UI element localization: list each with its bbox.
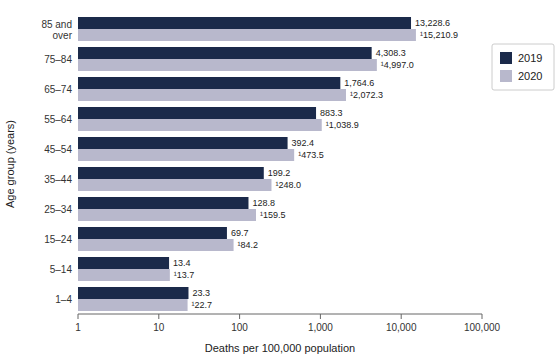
- y-tick-label: 45–54: [44, 144, 72, 155]
- x-tick: [239, 314, 240, 319]
- y-tick-label: 75–84: [44, 54, 72, 65]
- y-tick-label-line: 85 and: [41, 18, 72, 29]
- data-label: ¹248.0: [275, 180, 301, 190]
- data-label: 883.3: [320, 108, 343, 118]
- legend: 2019 2020: [492, 44, 554, 90]
- y-tick-label-line: 55–64: [44, 114, 72, 125]
- bar: [78, 17, 411, 29]
- y-axis: 1–4 5–14 15–24 25–34 35–44 45–54 55–64 65–74 75–…: [41, 18, 72, 305]
- y-tick-label: 65–74: [44, 84, 72, 95]
- data-label: 392.4: [292, 138, 315, 148]
- data-label: 23.3: [192, 288, 210, 298]
- bar: [78, 287, 188, 299]
- data-label: ¹22.7: [192, 300, 213, 310]
- data-label: ¹13.7: [174, 270, 195, 280]
- y-tick-label-line: 15–24: [44, 234, 72, 245]
- data-label: ¹2,072.3: [350, 90, 383, 100]
- x-axis-line: [78, 314, 482, 315]
- y-tick-label-line: 45–54: [44, 144, 72, 155]
- x-tick-label: 100: [231, 322, 248, 333]
- x-tick-label: 100,000: [464, 322, 501, 333]
- y-axis-label: Age group (years): [4, 120, 16, 208]
- bar: [78, 299, 188, 311]
- data-labels: 23.3 13.4 69.7 128.8 199.2 392.4 883.3 1,764.6 4…: [173, 18, 458, 310]
- x-tick-label: 1: [75, 322, 81, 333]
- data-label: 13.4: [173, 258, 191, 268]
- bar: [78, 167, 264, 179]
- bar: [78, 227, 227, 239]
- bar: [78, 137, 288, 149]
- y-tick-label-line: 75–84: [44, 54, 72, 65]
- data-label: 13,228.6: [415, 18, 450, 28]
- bar: [78, 119, 322, 131]
- bar: [78, 47, 372, 59]
- data-label: 128.8: [252, 198, 275, 208]
- bar: [78, 179, 271, 191]
- data-label: ¹1,038.9: [326, 120, 359, 130]
- x-axis: 1 10 100 1,000 10,000 100,000: [75, 314, 500, 333]
- x-tick-label: 1,000: [308, 322, 333, 333]
- x-tick: [401, 314, 402, 319]
- bars: [78, 17, 416, 311]
- data-label: 4,308.3: [376, 48, 406, 58]
- bar: [78, 257, 169, 269]
- x-tick: [482, 314, 483, 319]
- bar: [78, 149, 294, 161]
- bar: [78, 77, 340, 89]
- x-tick: [158, 314, 159, 319]
- legend-label: 2020: [518, 70, 542, 82]
- y-tick-label-line: 1–4: [55, 294, 72, 305]
- bar: [78, 89, 346, 101]
- y-tick-label: 85 andover: [41, 18, 72, 40]
- data-label: 69.7: [231, 228, 249, 238]
- page: {"chart_data": { "type": "bar", "orienta…: [0, 0, 560, 360]
- bar: [78, 29, 416, 41]
- data-label: ¹15,210.9: [420, 30, 458, 40]
- y-tick-label-line: over: [53, 29, 73, 40]
- legend-swatch: [500, 70, 512, 82]
- legend-box: [492, 44, 554, 90]
- bar: [78, 209, 256, 221]
- data-label: 1,764.6: [344, 78, 374, 88]
- x-tick: [320, 314, 321, 319]
- data-label: 199.2: [268, 168, 291, 178]
- x-axis-label: Deaths per 100,000 population: [205, 342, 355, 354]
- y-tick-label-line: 65–74: [44, 84, 72, 95]
- bar: [78, 107, 316, 119]
- y-tick-label: 1–4: [55, 294, 72, 305]
- y-tick-label-line: 35–44: [44, 174, 72, 185]
- data-label: ¹473.5: [298, 150, 324, 160]
- bar: [78, 269, 170, 281]
- y-tick-label: 25–34: [44, 204, 72, 215]
- bar: [78, 197, 248, 209]
- y-tick-label-line: 5–14: [50, 264, 73, 275]
- y-tick-label-line: 25–34: [44, 204, 72, 215]
- legend-label: 2019: [518, 52, 542, 64]
- data-label: ¹4,997.0: [381, 60, 414, 70]
- chart: 23.3 13.4 69.7 128.8 199.2 392.4 883.3 1,764.6 4…: [0, 0, 560, 360]
- x-tick-label: 10: [153, 322, 165, 333]
- data-label: ¹159.5: [260, 210, 286, 220]
- legend-swatch: [500, 52, 512, 64]
- y-tick-label: 35–44: [44, 174, 72, 185]
- data-label: ¹84.2: [238, 240, 259, 250]
- bar: [78, 239, 234, 251]
- bar: [78, 59, 377, 71]
- y-tick-label: 5–14: [50, 264, 73, 275]
- x-tick-label: 10,000: [386, 322, 417, 333]
- x-tick: [78, 314, 79, 319]
- y-tick-label: 15–24: [44, 234, 72, 245]
- y-tick-label: 55–64: [44, 114, 72, 125]
